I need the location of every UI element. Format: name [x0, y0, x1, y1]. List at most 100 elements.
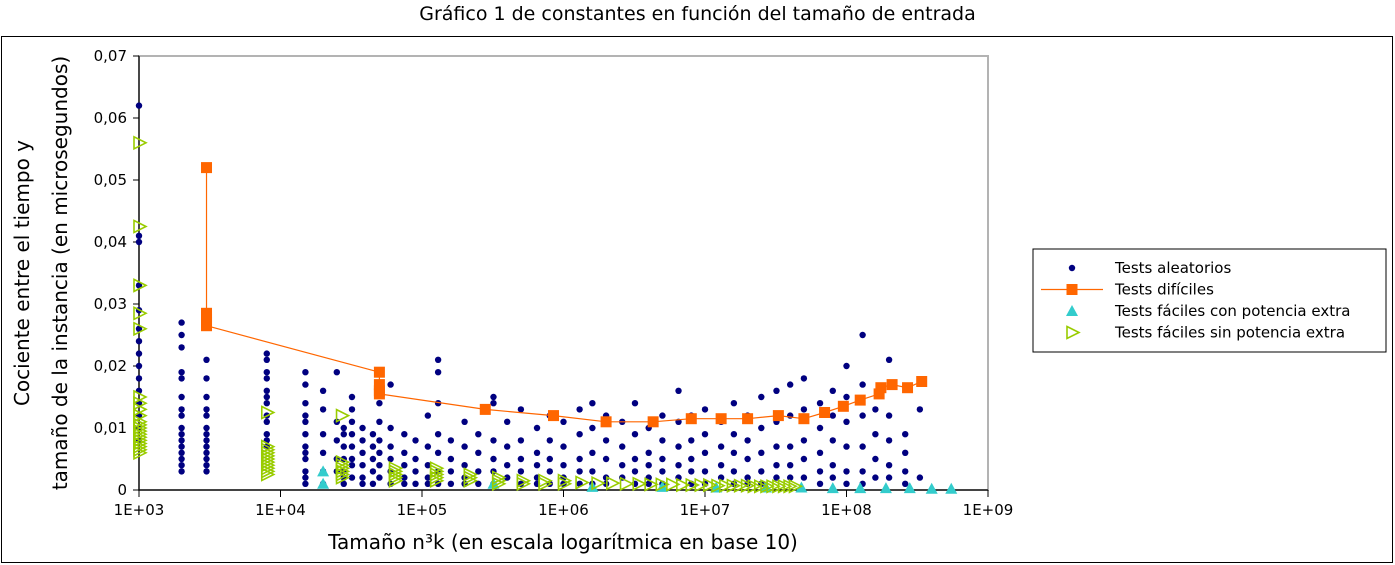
- data-point: [503, 443, 511, 450]
- data-point: [688, 437, 695, 444]
- data-point: [348, 474, 356, 481]
- data-point: [490, 400, 497, 407]
- data-point: [302, 418, 309, 425]
- legend-item: Tests difíciles: [1041, 281, 1214, 299]
- data-point: [203, 449, 210, 456]
- data-point: [516, 476, 532, 492]
- data-point: [786, 462, 794, 469]
- data-point: [376, 400, 383, 407]
- data-point: [589, 400, 596, 407]
- data-point: [503, 474, 511, 481]
- data-point: [135, 282, 143, 289]
- data-point: [401, 449, 408, 456]
- data-point: [703, 477, 718, 493]
- data-point: [178, 369, 185, 376]
- data-point: [135, 375, 143, 382]
- data-point: [685, 477, 701, 493]
- legend-marker: [1066, 305, 1078, 316]
- y-axis: 0 0,01 0,02 0,03 0,04 0,05 0,06 0,07: [94, 47, 139, 499]
- data-point: [819, 407, 831, 418]
- data-point: [726, 478, 742, 493]
- data-point: [133, 306, 148, 321]
- data-point: [203, 393, 210, 401]
- data-point: [387, 455, 394, 463]
- x-tick-label: 1E+08: [821, 501, 872, 519]
- data-point: [178, 437, 185, 444]
- data-point: [348, 418, 356, 425]
- data-point: [885, 356, 893, 363]
- data-point: [434, 431, 442, 438]
- data-point: [872, 431, 879, 438]
- data-point: [387, 424, 394, 432]
- data-point: [685, 413, 697, 425]
- data-point: [788, 478, 804, 494]
- data-point: [387, 443, 394, 450]
- data-point: [203, 443, 210, 450]
- data-point: [659, 412, 666, 419]
- data-point: [859, 412, 866, 419]
- data-point: [843, 480, 850, 487]
- data-point: [758, 468, 765, 475]
- data-point: [859, 468, 866, 475]
- data-point: [302, 449, 309, 456]
- chart-frame: [1, 36, 1393, 563]
- data-point: [401, 480, 408, 487]
- data-point: [359, 474, 366, 481]
- data-point: [829, 462, 836, 469]
- data-point: [560, 462, 567, 469]
- data-point: [902, 449, 909, 456]
- x-tick-label: 1E+07: [680, 501, 731, 519]
- data-point: [133, 445, 148, 461]
- data-point: [576, 431, 583, 438]
- data-point: [376, 474, 383, 481]
- data-point: [447, 437, 455, 444]
- data-point: [829, 437, 836, 444]
- data-point: [772, 410, 784, 422]
- data-point: [263, 393, 270, 401]
- data-point: [302, 443, 309, 450]
- data-point: [333, 437, 341, 444]
- data-point: [317, 477, 330, 489]
- data-point: [546, 455, 553, 463]
- data-point: [591, 475, 606, 491]
- data-point: [589, 424, 596, 432]
- data-point: [178, 412, 185, 419]
- data-point: [302, 412, 309, 419]
- data-point: [744, 455, 751, 463]
- data-point: [203, 356, 210, 363]
- data-point: [826, 482, 839, 494]
- data-point: [885, 437, 893, 444]
- data-point: [376, 462, 383, 469]
- data-point: [203, 455, 210, 463]
- data-point: [773, 462, 780, 469]
- data-point: [589, 449, 596, 456]
- data-marks: [133, 102, 958, 494]
- data-point: [373, 366, 385, 378]
- data-point: [701, 406, 709, 413]
- data-point: [133, 321, 148, 337]
- data-point: [135, 338, 143, 345]
- data-point: [263, 418, 270, 425]
- data-point: [816, 480, 824, 487]
- data-point: [412, 455, 419, 463]
- data-point: [873, 388, 885, 400]
- data-point: [843, 443, 850, 450]
- x-axis: 1E+03 1E+04 1E+05 1E+06 1E+07 1E+08 1E+09: [114, 490, 1013, 519]
- data-point: [546, 468, 553, 475]
- x-tick-label: 1E+05: [397, 501, 448, 519]
- data-point: [675, 443, 682, 450]
- x-axis-label: Tamaño n³k (en escala logarítmica en bas…: [327, 530, 798, 554]
- data-point: [744, 437, 751, 444]
- data-point: [317, 465, 330, 477]
- data-point: [655, 477, 671, 492]
- data-point: [902, 480, 909, 487]
- data-point: [369, 480, 377, 487]
- data-point: [758, 393, 765, 401]
- data-point: [576, 455, 583, 463]
- y-tick-label: 0,07: [94, 47, 127, 65]
- data-point: [786, 443, 794, 450]
- data-point: [178, 455, 185, 463]
- data-point: [340, 443, 347, 450]
- data-point: [359, 449, 366, 456]
- data-point: [133, 278, 148, 293]
